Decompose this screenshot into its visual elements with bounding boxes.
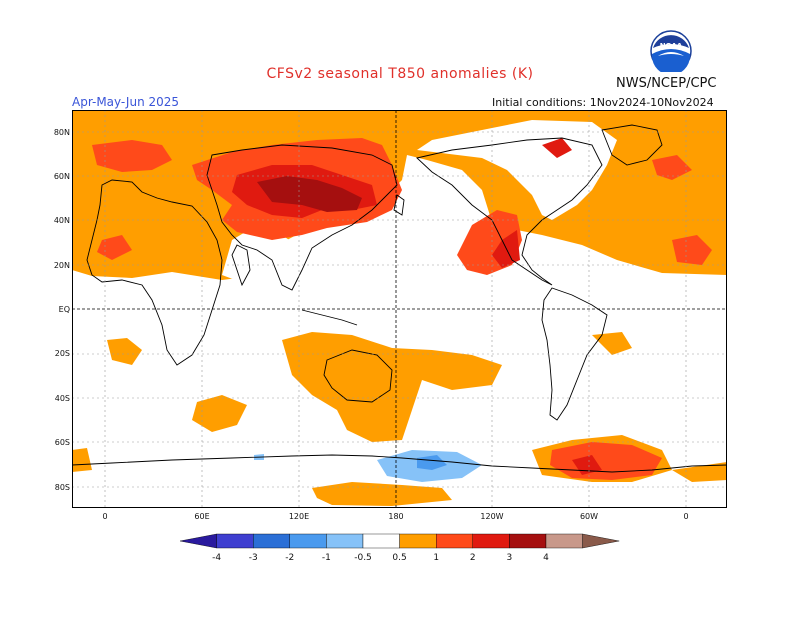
colorbar-label: -3 bbox=[249, 553, 258, 563]
lon-label-60w: 60W bbox=[579, 512, 599, 521]
colorbar-swatch bbox=[472, 533, 510, 549]
anomaly-map bbox=[72, 110, 727, 508]
colorbar-swatch bbox=[289, 533, 327, 549]
colorbar-swatch bbox=[509, 533, 547, 549]
colorbar-label: -4 bbox=[212, 553, 221, 563]
colorbar-swatch bbox=[216, 533, 254, 549]
season-label: Apr-May-Jun 2025 bbox=[72, 95, 180, 109]
lat-label-80n: 80N bbox=[53, 128, 70, 137]
colorbar: -4 -3 -2 -1 -0.5 0.5 1 2 3 4 bbox=[179, 533, 620, 563]
lat-label-eq: EQ bbox=[58, 305, 70, 314]
lat-label-20s: 20S bbox=[54, 349, 70, 358]
colorbar-label: -0.5 bbox=[354, 553, 372, 563]
lat-label-80s: 80S bbox=[54, 483, 70, 492]
lat-label-40s: 40S bbox=[54, 394, 70, 403]
colorbar-swatch bbox=[582, 533, 620, 549]
agency-label: NWS/NCEP/CPC bbox=[616, 76, 717, 91]
lat-label-40n: 40N bbox=[53, 216, 70, 225]
colorbar-label: 0.5 bbox=[392, 553, 406, 563]
anomaly-region-darkest bbox=[257, 176, 362, 212]
colorbar-swatch bbox=[436, 533, 474, 549]
colorbar-label: -1 bbox=[322, 553, 331, 563]
colorbar-swatch bbox=[326, 533, 364, 549]
colorbar-labels: -4 -3 -2 -1 -0.5 0.5 1 2 3 4 bbox=[212, 553, 549, 563]
lat-label-60n: 60N bbox=[53, 172, 70, 181]
colorbar-swatch bbox=[362, 533, 400, 549]
lon-label-120e: 120E bbox=[288, 512, 310, 521]
map-title: CFSv2 seasonal T850 anomalies (K) bbox=[266, 66, 534, 82]
lon-label-0-right: 0 bbox=[683, 512, 689, 521]
noaa-logo: NOAA bbox=[650, 30, 692, 72]
lon-label-180: 180 bbox=[388, 512, 404, 521]
colorbar-label: 4 bbox=[543, 553, 549, 563]
colorbar-label: 3 bbox=[507, 553, 513, 563]
colorbar-swatch bbox=[252, 533, 290, 549]
svg-text:NOAA: NOAA bbox=[660, 42, 683, 50]
lat-label-60s: 60S bbox=[54, 438, 70, 447]
colorbar-swatches bbox=[179, 533, 620, 549]
colorbar-swatch bbox=[399, 533, 437, 549]
grid-lines bbox=[72, 110, 727, 508]
lon-label-60e: 60E bbox=[194, 512, 210, 521]
colorbar-swatch bbox=[179, 533, 217, 549]
lon-label-120w: 120W bbox=[480, 512, 504, 521]
equator-dateline bbox=[72, 110, 727, 508]
colorbar-swatch bbox=[545, 533, 583, 549]
lon-label-0: 0 bbox=[102, 512, 108, 521]
initial-conditions-label: Initial conditions: 1Nov2024-10Nov2024 bbox=[492, 96, 714, 109]
colorbar-label: -2 bbox=[285, 553, 294, 563]
lat-label-20n: 20N bbox=[53, 261, 70, 270]
colorbar-label: 1 bbox=[433, 553, 439, 563]
colorbar-label: 2 bbox=[470, 553, 476, 563]
